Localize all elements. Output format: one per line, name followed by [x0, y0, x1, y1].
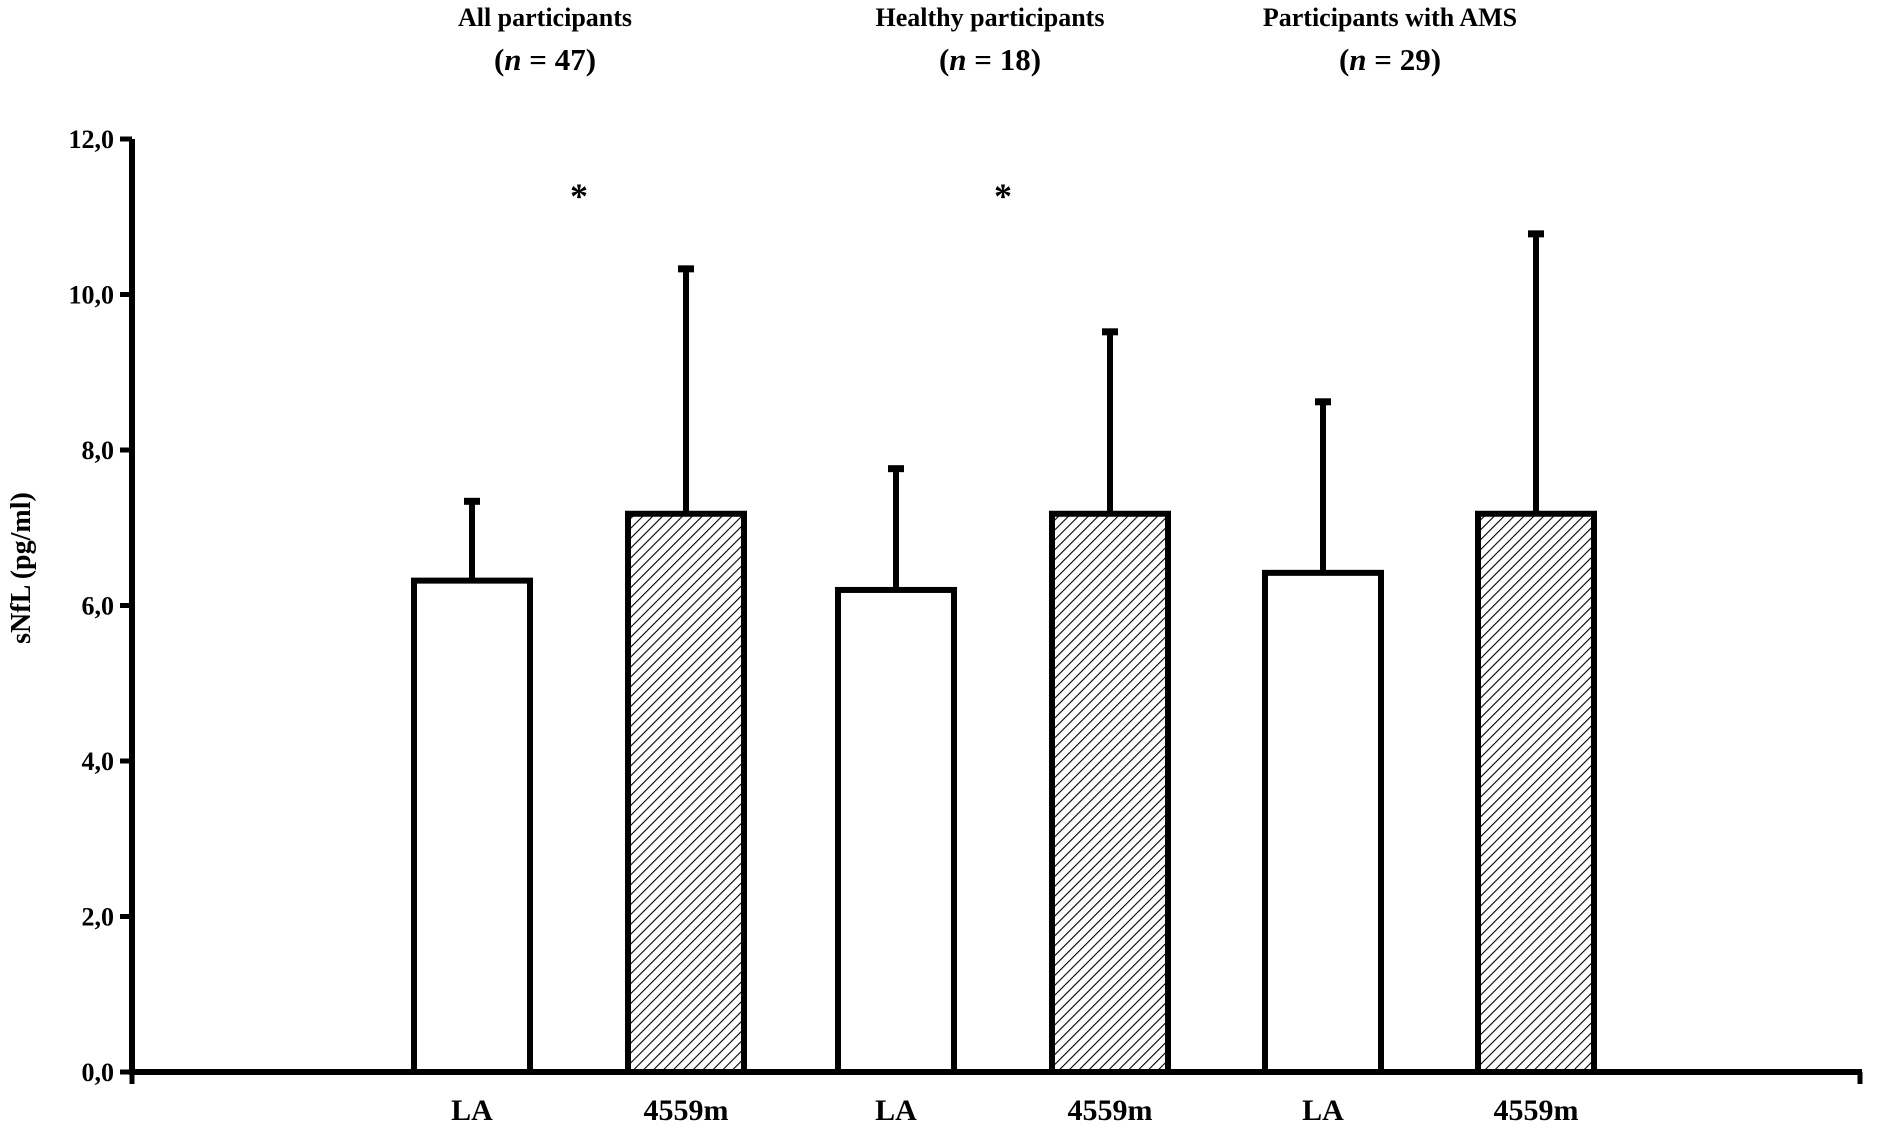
category-label-4559m: 4559m [644, 1094, 729, 1126]
bar-2-4559m [1049, 510, 1171, 1075]
bar-2-la [835, 586, 957, 1075]
category-label-la: LA [1302, 1094, 1344, 1126]
category-label-la: LA [875, 1094, 917, 1126]
category-label-4559m: 4559m [1068, 1094, 1153, 1126]
bars-layer [411, 510, 1597, 1075]
error-bars-layer [464, 230, 1544, 590]
bar-1-4559m [625, 510, 747, 1075]
group-title-2: Healthy participants [876, 3, 1105, 32]
bar-3-la [1262, 569, 1384, 1075]
group-n-2: (n = 18) [939, 42, 1041, 77]
axes [120, 136, 1863, 1084]
category-label-4559m: 4559m [1494, 1094, 1579, 1126]
bar-1-la [411, 577, 533, 1075]
y-tick-label-6: 12,0 [69, 125, 115, 154]
group-n-1: (n = 47) [494, 42, 596, 77]
bar-3-4559m [1475, 510, 1597, 1075]
group-title-3: Participants with AMS [1263, 3, 1517, 32]
y-axis-label: sNfL (pg/ml) [6, 492, 37, 644]
group-n-3: (n = 29) [1339, 42, 1441, 77]
significance-star-1: * [570, 176, 588, 216]
group-title-1: All participants [458, 3, 632, 32]
category-label-la: LA [451, 1094, 493, 1126]
y-tick-label-5: 10,0 [69, 281, 115, 310]
labels-layer: LA 4559m All participants (n = 47) * LA 4559m H… [69, 3, 1579, 1126]
y-tick-label-1: 2,0 [82, 903, 115, 932]
y-tick-label-0: 0,0 [82, 1058, 115, 1087]
y-tick-label-2: 4,0 [82, 747, 115, 776]
significance-star-2: * [994, 176, 1012, 216]
y-tick-label-3: 6,0 [82, 592, 115, 621]
y-tick-label-4: 8,0 [82, 436, 115, 465]
